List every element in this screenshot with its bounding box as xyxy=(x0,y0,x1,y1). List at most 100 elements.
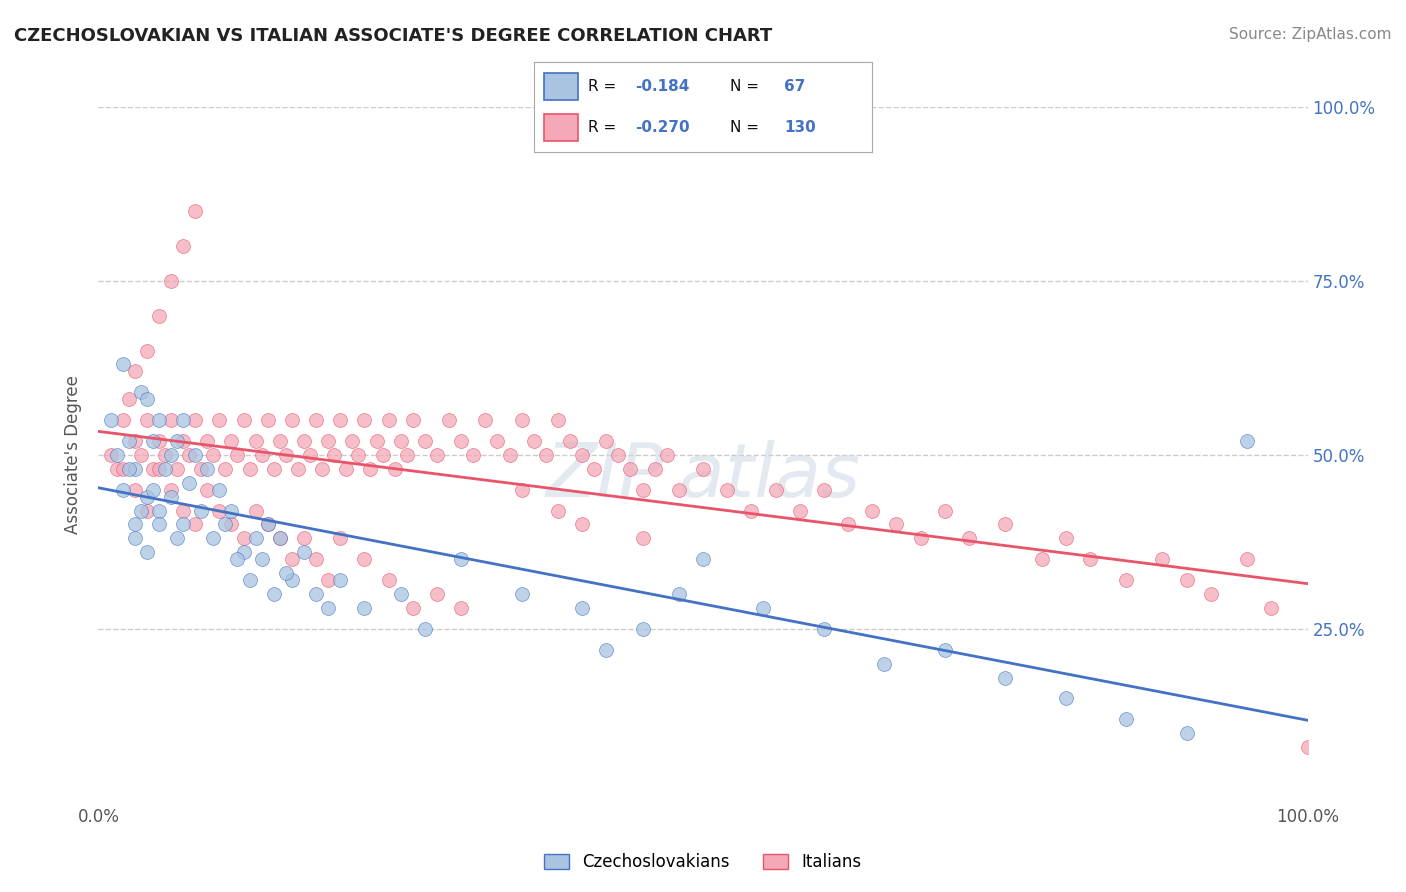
Point xyxy=(100,413,122,427)
Text: Source: ZipAtlas.com: Source: ZipAtlas.com xyxy=(1229,27,1392,42)
Point xyxy=(160,274,183,288)
Point xyxy=(111,462,134,476)
Point xyxy=(607,448,630,462)
Point xyxy=(329,573,352,587)
Point xyxy=(353,601,375,615)
Point xyxy=(111,483,134,497)
Point xyxy=(1115,573,1137,587)
Text: N =: N = xyxy=(730,120,759,135)
Point xyxy=(184,413,207,427)
Point xyxy=(232,413,254,427)
Point xyxy=(668,483,690,497)
Point xyxy=(221,503,243,517)
Point xyxy=(274,448,297,462)
Point xyxy=(269,532,291,546)
Point xyxy=(342,434,364,448)
Point xyxy=(148,503,170,517)
Point xyxy=(148,462,170,476)
Point xyxy=(172,434,194,448)
Point xyxy=(437,413,460,427)
Point xyxy=(389,434,412,448)
Point xyxy=(463,448,485,462)
Point xyxy=(202,532,225,546)
Point xyxy=(305,587,328,601)
Point xyxy=(129,448,152,462)
Point xyxy=(250,448,273,462)
Point xyxy=(142,483,165,497)
Point xyxy=(523,434,546,448)
Point xyxy=(160,413,183,427)
Point xyxy=(450,434,472,448)
Y-axis label: Associate's Degree: Associate's Degree xyxy=(65,376,83,534)
Point xyxy=(153,448,176,462)
Point xyxy=(860,503,883,517)
Bar xyxy=(544,73,578,100)
Text: -0.270: -0.270 xyxy=(636,120,690,135)
Text: N =: N = xyxy=(730,79,759,94)
Point xyxy=(172,517,194,532)
Point xyxy=(124,434,146,448)
Point xyxy=(934,503,956,517)
Point xyxy=(256,413,278,427)
Point xyxy=(129,385,152,400)
Point xyxy=(221,517,243,532)
Point xyxy=(135,392,157,407)
Point xyxy=(281,413,304,427)
Point xyxy=(269,434,291,448)
Point xyxy=(274,566,297,581)
Point xyxy=(377,573,399,587)
Point xyxy=(195,483,218,497)
Point xyxy=(250,552,273,566)
Point xyxy=(124,517,146,532)
Point xyxy=(287,462,309,476)
Bar xyxy=(544,114,578,141)
Point xyxy=(655,448,678,462)
Point xyxy=(166,462,188,476)
Point xyxy=(160,490,183,504)
Point xyxy=(571,601,593,615)
Point xyxy=(269,532,291,546)
Point xyxy=(118,462,141,476)
Point xyxy=(631,622,654,636)
Point xyxy=(329,413,352,427)
Point xyxy=(124,364,146,378)
Point xyxy=(184,517,207,532)
Point xyxy=(263,587,285,601)
Point xyxy=(292,532,315,546)
Point xyxy=(323,448,346,462)
Point xyxy=(179,448,201,462)
Point xyxy=(148,434,170,448)
Point xyxy=(335,462,357,476)
Point xyxy=(1175,726,1198,740)
Point xyxy=(172,503,194,517)
Point xyxy=(208,503,231,517)
Point xyxy=(1031,552,1053,566)
Point xyxy=(765,483,787,497)
Point xyxy=(789,503,811,517)
Text: 67: 67 xyxy=(785,79,806,94)
Point xyxy=(311,462,333,476)
Point xyxy=(384,462,406,476)
Point xyxy=(474,413,496,427)
Point xyxy=(571,448,593,462)
Point xyxy=(172,413,194,427)
Point xyxy=(148,517,170,532)
Point xyxy=(195,434,218,448)
Point xyxy=(1199,587,1222,601)
Point xyxy=(934,642,956,657)
Point xyxy=(571,517,593,532)
Point xyxy=(305,552,328,566)
Point xyxy=(402,601,425,615)
Point xyxy=(1115,712,1137,726)
Point xyxy=(692,552,714,566)
Point xyxy=(118,434,141,448)
Point xyxy=(631,483,654,497)
Point xyxy=(135,413,157,427)
Point xyxy=(837,517,859,532)
Point xyxy=(316,434,339,448)
Point xyxy=(292,434,315,448)
Point xyxy=(1054,532,1077,546)
Point xyxy=(202,448,225,462)
Point xyxy=(547,413,569,427)
Point xyxy=(1260,601,1282,615)
